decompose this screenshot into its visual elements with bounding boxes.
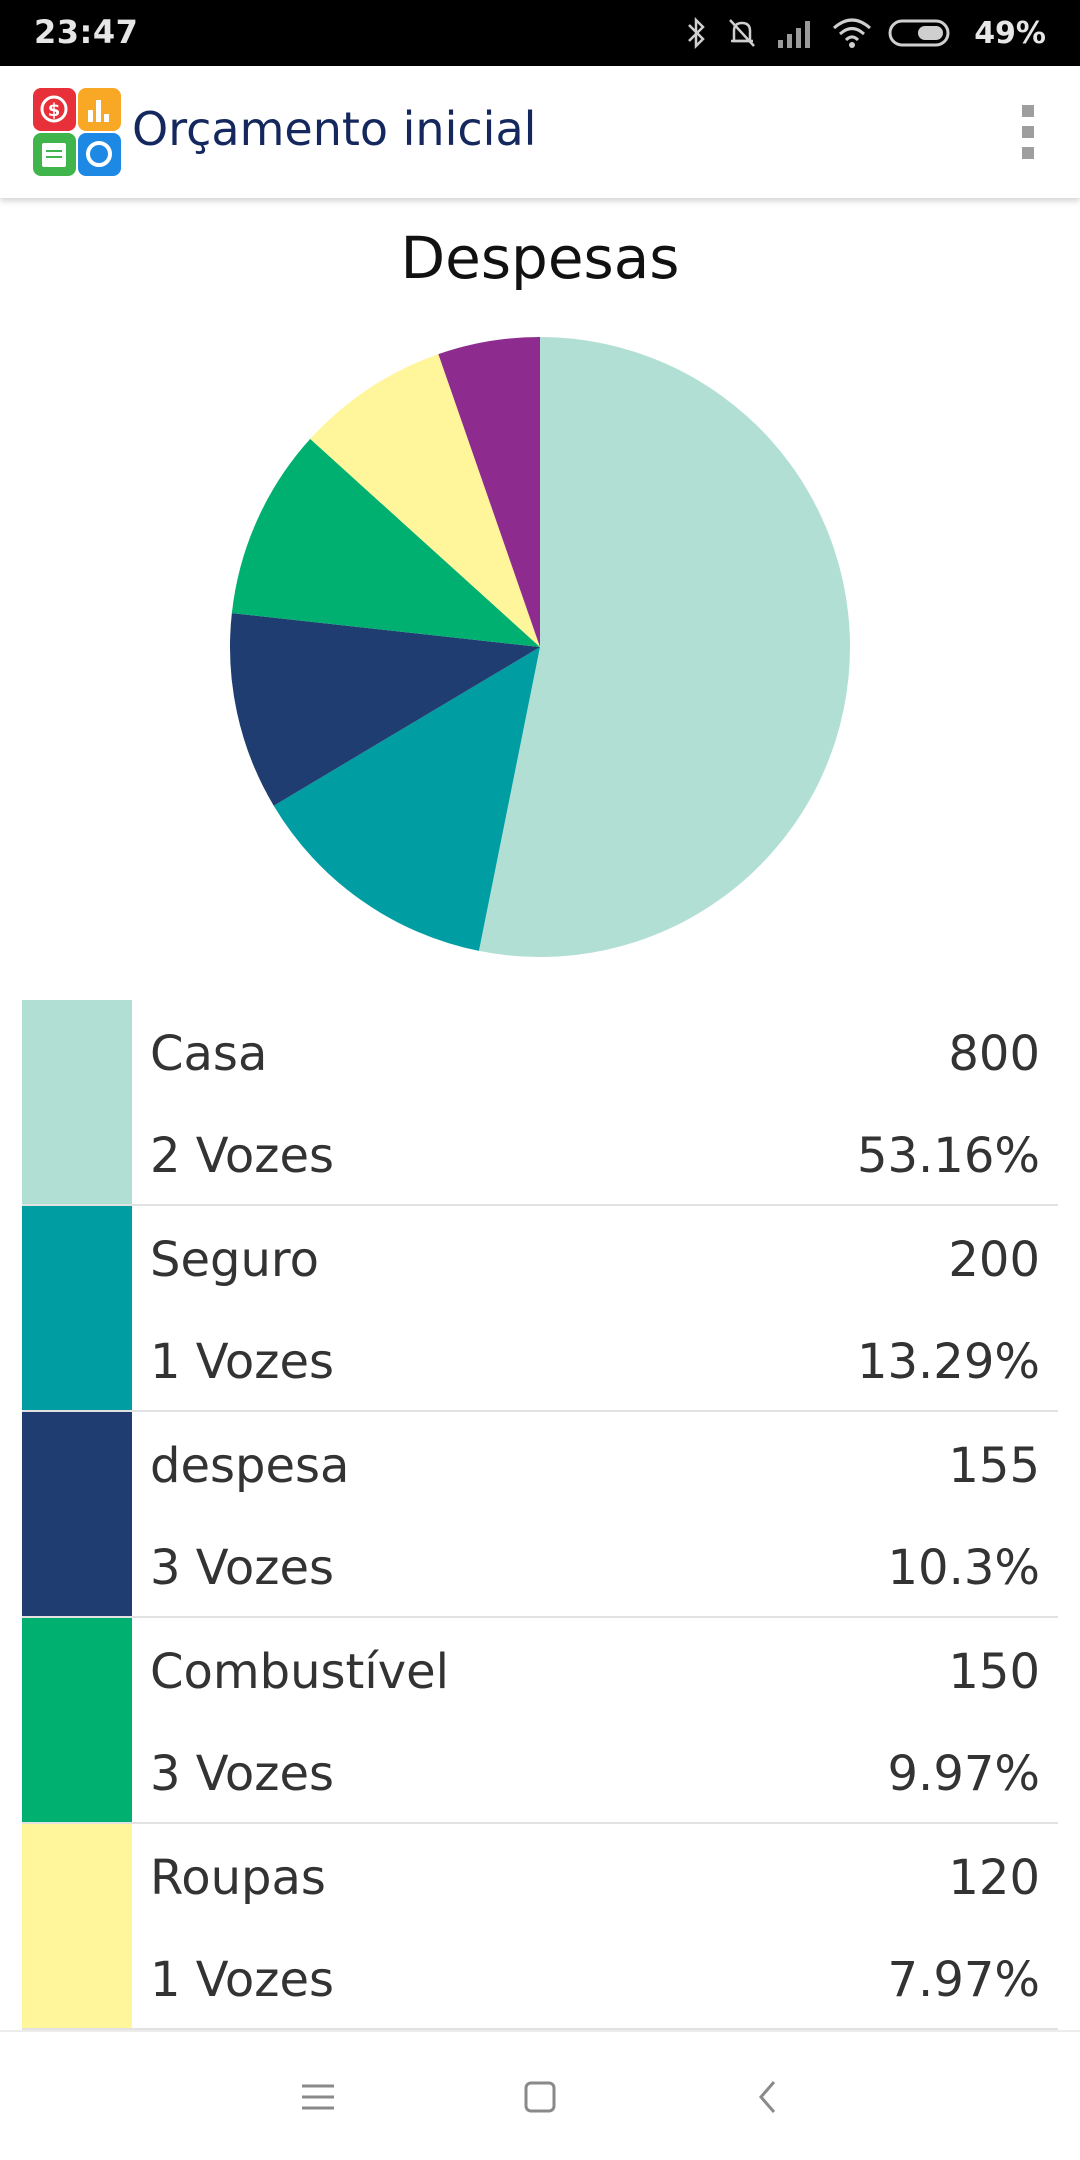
percent-value: 7.97% bbox=[887, 1952, 1040, 2008]
legend-row[interactable]: despesa 3 Vozes 155 10.3% bbox=[22, 1412, 1058, 1618]
navigation-bar bbox=[0, 2030, 1080, 2160]
expenses-pie-chart[interactable] bbox=[0, 320, 1080, 980]
amount-value: 150 bbox=[948, 1644, 1040, 1700]
percent-value: 10.3% bbox=[887, 1540, 1040, 1596]
wifi-icon bbox=[833, 18, 872, 48]
legend-row[interactable]: Combustível 3 Vozes 150 9.97% bbox=[22, 1618, 1058, 1824]
back-icon[interactable] bbox=[738, 2067, 798, 2127]
category-name: Roupas bbox=[150, 1850, 326, 1906]
app-bar: $ Orçamento inicial bbox=[0, 66, 1080, 198]
pie-slice-despesa[interactable] bbox=[229, 613, 540, 806]
status-icons: 49% bbox=[686, 12, 1046, 54]
battery-level: 49% bbox=[974, 15, 1046, 51]
amount-value: 800 bbox=[948, 1026, 1040, 1082]
overflow-menu-icon[interactable] bbox=[1004, 96, 1052, 168]
pie-slice-seguro[interactable] bbox=[273, 647, 540, 951]
status-time: 23:47 bbox=[34, 13, 139, 51]
status-bar: 23:47 49% bbox=[0, 0, 1080, 66]
pie-slice-other[interactable] bbox=[438, 337, 540, 647]
percent-value: 9.97% bbox=[887, 1746, 1040, 1802]
legend-row[interactable]: Roupas 1 Vozes 120 7.97% bbox=[22, 1824, 1058, 2030]
votes-count: 3 Vozes bbox=[150, 1746, 335, 1802]
menu-icon[interactable] bbox=[288, 2067, 348, 2127]
battery-icon bbox=[888, 19, 950, 47]
percent-value: 53.16% bbox=[856, 1128, 1040, 1184]
percent-value: 13.29% bbox=[856, 1334, 1040, 1390]
legend-row[interactable]: Casa 2 Vozes 800 53.16% bbox=[22, 1000, 1058, 1206]
pie-slice-casa[interactable] bbox=[478, 337, 851, 958]
chart-title: Despesas bbox=[400, 224, 680, 292]
votes-count: 1 Vozes bbox=[150, 1334, 335, 1390]
legend-row[interactable]: Seguro 1 Vozes 200 13.29% bbox=[22, 1206, 1058, 1412]
color-swatch bbox=[22, 1206, 132, 1410]
pie-slice-combust-vel[interactable] bbox=[231, 438, 541, 647]
expense-legend-list: Casa 2 Vozes 800 53.16% Seguro 1 Vozes 200 13.2… bbox=[22, 1000, 1058, 2030]
color-swatch bbox=[22, 1412, 132, 1616]
pie-slice-roupas[interactable] bbox=[310, 354, 540, 647]
amount-value: 120 bbox=[948, 1850, 1040, 1906]
budget-app-logo: $ bbox=[33, 88, 121, 176]
page-title: Orçamento inicial bbox=[132, 102, 537, 156]
category-name: Casa bbox=[150, 1026, 268, 1082]
home-icon[interactable] bbox=[510, 2067, 570, 2127]
votes-count: 1 Vozes bbox=[150, 1952, 335, 2008]
color-swatch bbox=[22, 1824, 132, 2028]
color-swatch bbox=[22, 1000, 132, 1204]
amount-value: 200 bbox=[948, 1232, 1040, 1288]
category-name: Seguro bbox=[150, 1232, 319, 1288]
amount-value: 155 bbox=[948, 1438, 1040, 1494]
votes-count: 2 Vozes bbox=[150, 1128, 335, 1184]
color-swatch bbox=[22, 1618, 132, 1822]
signal-icon bbox=[778, 21, 811, 48]
bluetooth-icon bbox=[688, 16, 705, 50]
svg-text:$: $ bbox=[48, 100, 61, 121]
votes-count: 3 Vozes bbox=[150, 1540, 335, 1596]
silent-icon bbox=[729, 19, 756, 47]
category-name: despesa bbox=[150, 1438, 350, 1494]
category-name: Combustível bbox=[150, 1644, 449, 1700]
